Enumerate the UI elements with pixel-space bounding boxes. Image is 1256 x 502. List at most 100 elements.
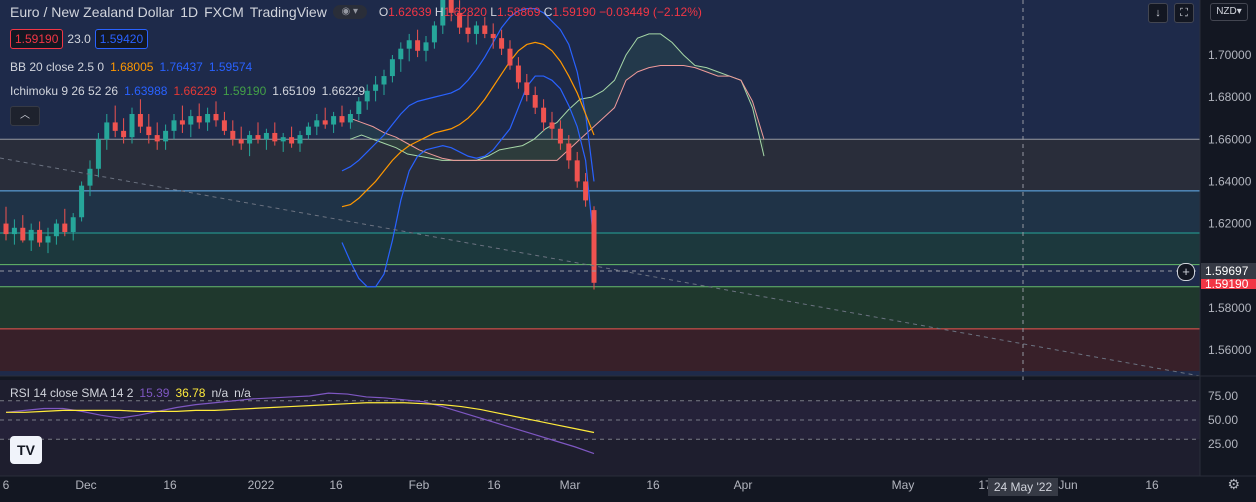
low-value: 1.58869 [496,5,541,19]
candle-body [423,42,429,51]
time-tick: Jun [1058,478,1077,492]
candle-body [574,160,580,182]
buy-button[interactable]: 1.59420 [94,29,149,49]
candle [129,107,135,144]
crosshair-date-label: 24 May '22 [988,478,1058,496]
cloud-lead-a [349,33,765,161]
ichimoku-lead2-value: 1.66229 [321,84,366,98]
candle-body [129,114,135,138]
bollinger-bands [341,8,595,288]
arrow-down-icon[interactable]: ↓ [1148,3,1168,23]
candle [499,29,505,55]
candle-body [507,48,513,66]
candle [457,0,463,34]
price-zone-3 [0,286,1200,329]
bb-lower-line [341,75,595,288]
price-tick: 1.66000 [1208,132,1252,146]
eye-icon[interactable]: ◉ ▾ [332,5,367,19]
candle [263,128,269,150]
time-tick: 16 [646,478,660,492]
candle-body [62,223,68,232]
ichimoku-base-value: 1.66229 [173,84,217,98]
candle-body [373,84,379,91]
candle [347,109,353,129]
candle-body [70,217,76,232]
time-tick: 16 [487,478,501,492]
candle [104,114,110,150]
candle-body [356,101,362,114]
candle-body [188,116,194,125]
candle [566,135,572,169]
source-label: TradingView [249,4,327,20]
candle [45,227,51,254]
candle [389,55,395,83]
price-tick: 1.58000 [1208,301,1252,315]
chevron-up-icon[interactable]: ︿ [10,106,40,126]
plus-icon[interactable]: + [1177,263,1195,281]
candle [196,103,202,129]
cloud-lead-b [349,65,765,161]
candle-body [112,122,118,131]
candle [490,23,496,49]
rsi-extra-1: n/a [211,386,229,400]
broker-label: FXCM [204,4,244,20]
candle-body [381,76,387,85]
candle-body [11,227,17,235]
candle [431,21,437,49]
candle-body [137,114,143,127]
candle-body [364,90,370,102]
interval-label[interactable]: 1D [180,4,199,20]
rsi-value: 15.39 [139,386,170,400]
candle [255,122,261,144]
bb-basis-line [341,41,595,208]
candle [37,221,43,247]
symbol-title[interactable]: Euro / New Zealand Dollar [10,4,175,20]
candle-body [389,59,395,77]
candle [541,99,547,131]
price-zone-4 [0,328,1200,372]
candle-body [515,65,521,83]
ichimoku-legend[interactable]: Ichimoku 9 26 52 26 1.63988 1.66229 1.59… [10,84,365,98]
rsi-sma-line [6,402,595,434]
candle-body [591,210,597,283]
candle-body [171,120,177,131]
candle-body [347,114,353,123]
time-tick: May [892,478,915,492]
trend-line [0,157,1201,377]
candle [440,0,446,34]
time-tick: 16 [163,478,177,492]
candle-body [121,130,127,138]
candle [171,114,177,140]
candle [121,118,127,144]
bb-legend[interactable]: BB 20 close 2.5 0 1.68005 1.76437 1.5957… [10,60,252,74]
candle [448,0,454,22]
candle [205,107,211,131]
rsi-legend[interactable]: RSI 14 close SMA 14 2 15.39 36.78 n/a n/… [10,386,251,400]
close-label: C [543,5,553,19]
candle [188,109,194,138]
time-axis[interactable]: 6 Dec 16 2022 16 Feb 16 Mar 16 Apr May 17 Jun 16 [3,478,1159,492]
rsi-tick: 75.00 [1208,389,1238,403]
currency-selector[interactable]: NZD▾ [1210,3,1248,21]
candle [146,114,152,144]
high-value: 1.62820 [443,5,487,19]
candle-body [53,223,59,237]
candle-body [230,130,236,140]
candle-body [289,137,295,144]
tradingview-logo[interactable]: TV [10,436,42,464]
candle [213,101,219,127]
bb-upper-value: 1.76437 [159,60,203,74]
candle [507,40,513,70]
candlestick-series [3,0,597,290]
candle-body [154,135,160,142]
price-axis[interactable]: 1.70000 1.68000 1.66000 1.64000 1.62000 1.580… [1208,48,1252,357]
fullscreen-icon[interactable]: ⛶ [1174,3,1194,23]
candle [53,219,59,245]
sell-button[interactable]: 1.59190 [10,29,64,49]
candle-body [146,126,152,136]
candle [322,107,328,129]
candle-body [322,120,328,125]
gear-icon[interactable]: ⚙ [1227,476,1240,492]
last-price-label: 1.59190 [1201,279,1256,289]
